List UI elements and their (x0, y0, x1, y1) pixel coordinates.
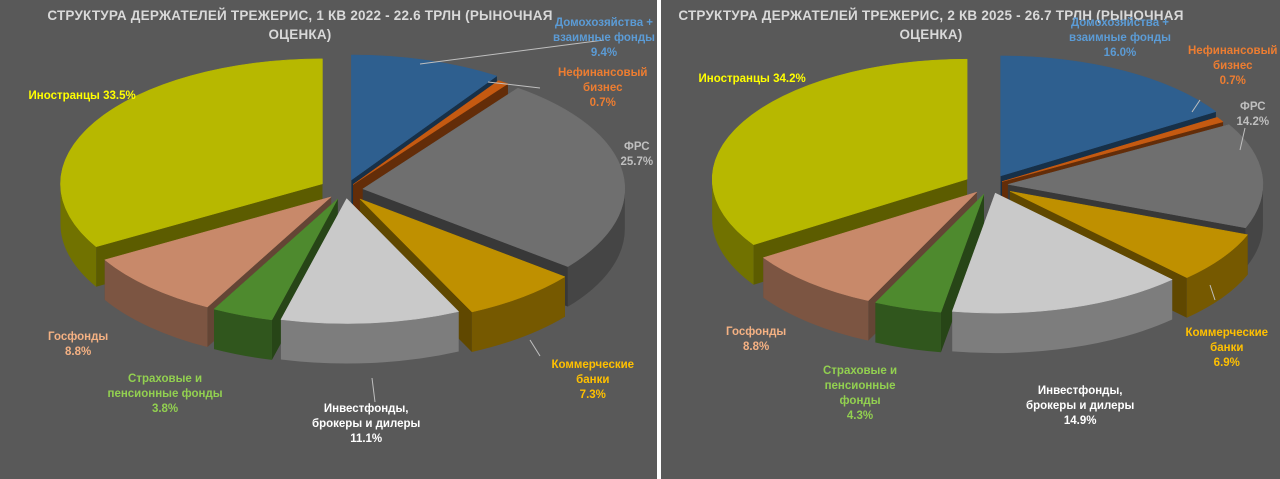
chart-title-line: СТРУКТУРА ДЕРЖАТЕЛЕЙ ТРЕЖЕРИС, 2 КВ 2025… (678, 8, 1184, 23)
data-label-value: 0.7% (589, 97, 616, 109)
chart-title-line: ОЦЕНКА) (899, 27, 963, 42)
data-label-name: Коммерческие (1185, 327, 1269, 339)
data-label-name: Нефинансовый (558, 67, 648, 79)
data-label-value: 8.8% (743, 341, 770, 353)
data-label-value: 14.9% (1063, 415, 1097, 427)
data-label-value: 33.5% (103, 90, 136, 102)
data-label-investment-funds-brokers: Инвестфонды, брокеры и дилеры 14.9% (1026, 384, 1134, 429)
chart-panel-2025: СТРУКТУРА ДЕРЖАТЕЛЕЙ ТРЕЖЕРИС, 2 КВ 2025… (661, 0, 1280, 479)
data-label-name: Страховые и (823, 365, 898, 377)
data-label-value: 7.3% (579, 389, 606, 401)
data-label-value: 34.2% (773, 73, 806, 85)
leader-line-commercial-banks (1209, 284, 1216, 301)
data-label-name: ФРС (1240, 101, 1266, 113)
data-label-value: 6.9% (1213, 357, 1240, 369)
data-label-name: ФРС (624, 141, 650, 153)
data-label-name: брокеры и дилеры (1026, 400, 1135, 412)
data-label-state-funds: Госфонды 8.8% (726, 325, 786, 355)
data-label-name: Инвестфонды, (1037, 385, 1123, 397)
data-label-name: банки (576, 374, 610, 386)
panel-divider (657, 0, 661, 479)
pie-slice-investment-funds-brokers (951, 192, 1173, 354)
data-label-value: 11.1% (350, 433, 383, 445)
pie-chart-2022 (60, 39, 626, 403)
chart-title-line: ОЦЕНКА) (268, 27, 332, 42)
data-label-nonfinancial-business: Нефинансовый бизнес 0.7% (558, 66, 648, 111)
data-label-name: Инвестфонды, (323, 403, 409, 415)
chart-title-line: СТРУКТУРА ДЕРЖАТЕЛЕЙ ТРЕЖЕРИС, 1 КВ 2022… (47, 8, 553, 23)
data-label-commercial-banks: Коммерческие банки 7.3% (552, 358, 635, 403)
data-label-name: Страховые и (128, 373, 203, 385)
pie-slice-insurance-pension-funds (874, 193, 985, 353)
data-label-name: взаимные фонды (1069, 32, 1171, 44)
leader-line-nonfinancial-business (487, 81, 541, 89)
leader-line-nonfinancial-business (1191, 99, 1201, 113)
data-label-foreigners: Иностранцы 33.5% (29, 89, 136, 104)
data-label-state-funds: Госфонды 8.8% (48, 330, 108, 360)
data-label-name: Иностранцы (698, 73, 770, 85)
pie-chart-2025 (711, 55, 1264, 354)
data-label-name: бизнес (1213, 60, 1253, 72)
data-label-name: Иностранцы (28, 90, 100, 102)
data-label-investment-funds-brokers: Инвестфонды, брокеры и дилеры 11.1% (312, 402, 420, 447)
chart-panel-2022: СТРУКТУРА ДЕРЖАТЕЛЕЙ ТРЕЖЕРИС, 1 КВ 2022… (0, 0, 657, 479)
data-label-nonfinancial-business: Нефинансовый бизнес 0.7% (1188, 44, 1278, 89)
data-label-name: Коммерческие (551, 359, 635, 371)
leader-line-commercial-banks (529, 339, 541, 357)
chart-title: СТРУКТУРА ДЕРЖАТЕЛЕЙ ТРЕЖЕРИС, 2 КВ 2025… (671, 6, 1191, 44)
leader-line-households-mutual-funds (419, 39, 605, 65)
data-label-name: пенсионные (824, 380, 896, 392)
pie-slice-investment-funds-brokers (280, 198, 460, 364)
data-label-households-mutual-funds: Домохозяйства + взаимные фонды 9.4% (553, 16, 655, 61)
data-label-name: банки (1210, 342, 1244, 354)
data-label-name: Домохозяйства + (554, 17, 653, 29)
data-label-name: Госфонды (48, 331, 109, 343)
data-label-name: фонды (839, 395, 881, 407)
data-label-value: 0.7% (1219, 75, 1246, 87)
data-label-insurance-pension-funds: Страховые и пенсионные фонды 4.3% (823, 364, 897, 424)
leader-line-investment-funds-brokers (371, 377, 376, 403)
data-label-value: 14.2% (1236, 116, 1270, 128)
data-label-name: Госфонды (726, 326, 787, 338)
data-label-foreigners: Иностранцы 34.2% (699, 72, 806, 87)
data-label-name: взаимные фонды (553, 32, 655, 44)
data-label-value: 25.7% (620, 156, 654, 168)
data-label-insurance-pension-funds: Страховые и пенсионные фонды 3.8% (108, 372, 223, 417)
chart-title: СТРУКТУРА ДЕРЖАТЕЛЕЙ ТРЕЖЕРИС, 1 КВ 2022… (40, 6, 560, 44)
leader-line-fed (1239, 127, 1246, 151)
data-label-name: брокеры и дилеры (312, 418, 421, 430)
data-label-fed: ФРС 25.7% (621, 140, 654, 170)
data-label-name: бизнес (583, 82, 623, 94)
data-label-value: 3.8% (151, 403, 179, 415)
data-label-fed: ФРС 14.2% (1237, 100, 1270, 130)
data-label-value: 9.4% (590, 47, 618, 59)
data-label-households-mutual-funds: Домохозяйства + взаимные фонды 16.0% (1069, 16, 1171, 61)
data-label-commercial-banks: Коммерческие банки 6.9% (1186, 326, 1269, 371)
data-label-value: 4.3% (846, 410, 874, 422)
data-label-value: 8.8% (65, 346, 92, 358)
data-label-name: Домохозяйства + (1070, 17, 1169, 29)
data-label-name: Нефинансовый (1188, 45, 1278, 57)
data-label-value: 16.0% (1103, 47, 1137, 59)
data-label-name: пенсионные фонды (107, 388, 223, 400)
